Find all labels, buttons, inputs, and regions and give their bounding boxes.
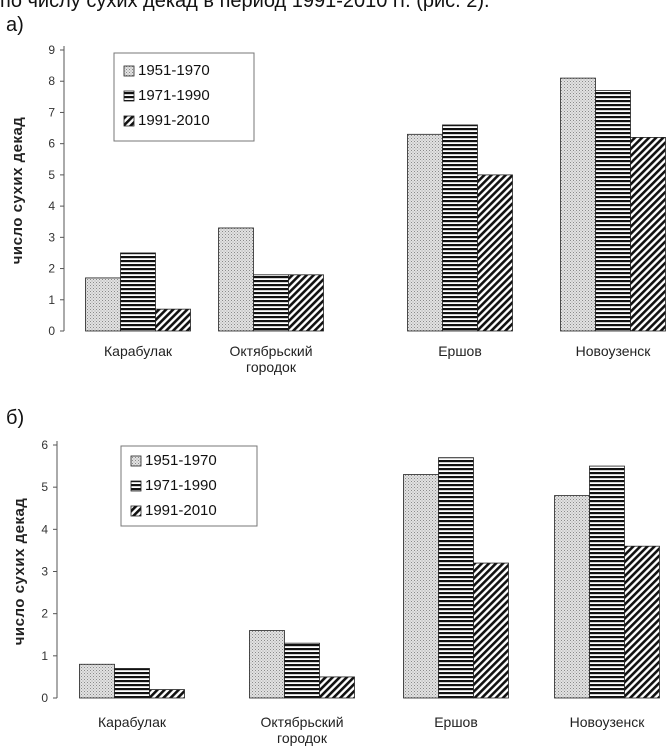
x-tick-label: Ершов [438,343,482,359]
bar-1991-2010-0 [155,308,191,332]
bar-1971-1990-0 [114,668,150,699]
legend-box [113,52,255,142]
bar-1991-2010-0 [149,689,185,699]
y-tick-label: 7 [48,105,55,119]
y-tick-label: 1 [41,649,48,663]
bar-1971-1990-0 [120,252,156,332]
x-tick-label: городок [277,730,328,746]
bar-1951-1970-2 [407,133,443,332]
legend-swatch [130,505,142,517]
legend-box [120,445,258,527]
x-tick-label: Октябрьский [229,343,312,359]
bar-1971-1990-3 [589,465,625,699]
legend-label: 1971-1990 [145,477,217,494]
y-tick-label: 3 [41,565,48,579]
bar-1991-2010-2 [473,562,509,699]
y-tick-label: 2 [41,607,48,621]
y-tick-label: 6 [48,137,55,151]
bar-1991-2010-1 [288,274,324,332]
legend-label: 1991-2010 [145,502,217,519]
bar-1971-1990-2 [438,457,474,699]
bar-1971-1990-1 [284,642,320,699]
legend: 1951-1970 1971-1990 1991-2010 [120,445,258,527]
y-tick-label: 4 [48,199,55,213]
y-tick-label: 5 [48,168,55,182]
y-tick-label: 3 [48,230,55,244]
legend-label: 1971-1990 [138,87,210,104]
y-tick-label: 2 [48,262,55,276]
legend-swatch [123,65,135,77]
chart-a: 0 1 2 3 4 5 6 7 8 9 число сухих декад Карабулак Октя… [9,43,666,375]
y-tick-label: 1 [48,293,55,307]
y-axis-label: число сухих декад [9,117,26,265]
y-tick-label: 8 [48,74,55,88]
y-tick-label: 0 [48,324,55,338]
x-tick-label: городок [246,359,297,375]
y-tick-label: 6 [41,438,48,452]
x-tick-label: Карабулак [98,714,167,730]
legend-swatch [123,90,135,102]
x-tick-label: Новоузенск [570,714,646,730]
chart-b: 0 1 2 3 4 5 6 число сухих декад Карабулак Октябрь… [11,438,660,746]
bar-1951-1970-0 [79,663,115,699]
bar-1991-2010-1 [319,676,355,699]
panel-label-a: а) [6,14,24,36]
bar-1971-1990-2 [442,124,478,332]
legend-label: 1951-1970 [145,452,217,469]
bar-1991-2010-3 [624,545,660,699]
panel-label-b: б) [6,407,25,429]
bar-1951-1970-3 [560,77,596,332]
bar-1951-1970-1 [249,630,285,699]
y-tick-label: 5 [41,480,48,494]
bar-1971-1990-3 [595,90,631,332]
x-tick-label: Карабулак [104,343,173,359]
bar-1951-1970-2 [403,474,439,699]
bar-1991-2010-2 [477,174,513,332]
caption-fragment: по числу сухих декад в период 1991-2010 … [0,0,490,12]
legend-swatch [130,455,142,467]
bar-1951-1970-0 [85,277,121,332]
legend-swatch [130,480,142,492]
bar-1991-2010-3 [630,137,666,332]
x-tick-label: Октябрьский [260,714,343,730]
y-axis-label: число сухих декад [11,498,28,646]
legend-swatch [123,115,135,127]
y-tick-label: 9 [48,43,55,57]
x-tick-label: Новоузенск [576,343,652,359]
bar-1971-1990-1 [253,274,289,332]
x-tick-label: Ершов [434,714,478,730]
legend-label: 1951-1970 [138,62,210,79]
legend-label: 1991-2010 [138,112,210,129]
bar-1951-1970-1 [218,227,254,332]
legend: 1951-1970 1971-1990 1991-2010 [113,52,255,142]
y-tick-label: 0 [41,691,48,705]
y-tick-label: 4 [41,522,48,536]
bar-1951-1970-3 [554,495,590,699]
